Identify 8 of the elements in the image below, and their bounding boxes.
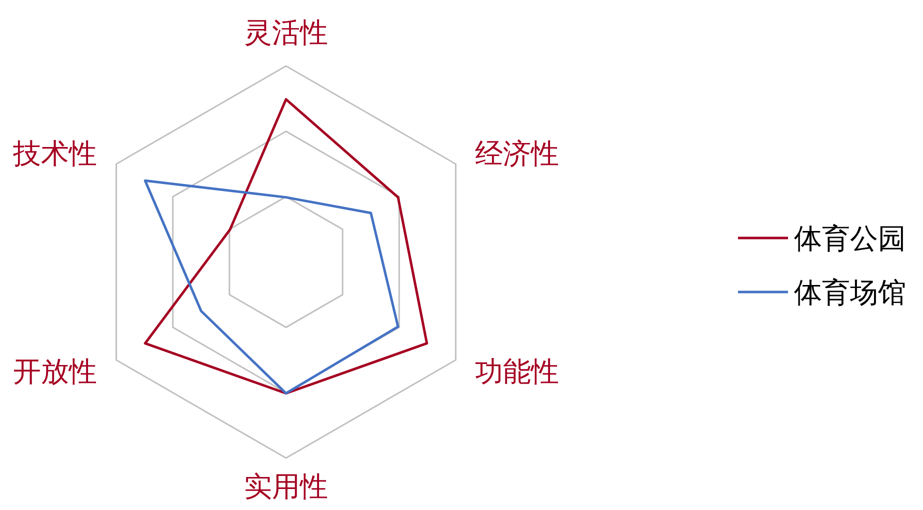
spoke-label: 功能性	[474, 355, 559, 388]
spoke-label: 经济性	[474, 137, 559, 170]
legend-label: 体育场馆	[794, 276, 906, 309]
spoke-label: 实用性	[244, 470, 328, 503]
spoke-label: 技术性	[12, 137, 98, 170]
spoke-label: 灵活性	[244, 16, 328, 49]
legend-label: 体育公园	[794, 222, 906, 255]
spoke-label: 开放性	[13, 355, 98, 388]
